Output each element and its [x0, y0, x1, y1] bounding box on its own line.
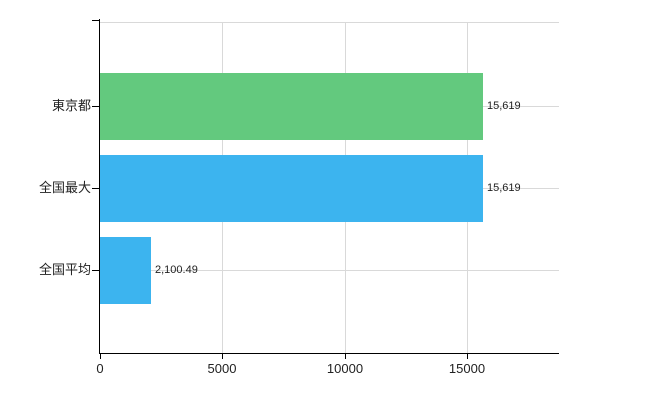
- category-label: 全国平均: [38, 262, 91, 277]
- x-tick-label: 15000: [448, 361, 486, 376]
- x-tick-mark: [222, 354, 223, 359]
- category-tick-mark: [92, 188, 99, 189]
- chart-top-gridline: [100, 22, 559, 23]
- category-label: 全国最大: [38, 180, 91, 195]
- y-axis-top-tick-mark: [92, 20, 99, 21]
- bar-value-label: 2,100.49: [155, 264, 198, 276]
- bar-value-label: 15,619: [487, 100, 521, 112]
- row-gridline: [100, 270, 559, 271]
- y-axis-line: [99, 19, 100, 354]
- category-tick-mark: [92, 270, 99, 271]
- x-tick-label: 10000: [326, 361, 364, 376]
- x-tick-mark: [345, 354, 346, 359]
- bar-東京都: [100, 73, 483, 140]
- bar-全国最大: [100, 155, 483, 222]
- x-axis-line: [99, 353, 559, 354]
- bar-value-label: 15,619: [487, 182, 521, 194]
- x-tick-label: 0: [96, 361, 104, 376]
- category-label: 東京都: [51, 98, 91, 113]
- x-tick-mark: [467, 354, 468, 359]
- x-tick-label: 5000: [207, 361, 237, 376]
- category-tick-mark: [92, 106, 99, 107]
- bar-全国平均: [100, 237, 151, 304]
- x-tick-mark: [100, 354, 101, 359]
